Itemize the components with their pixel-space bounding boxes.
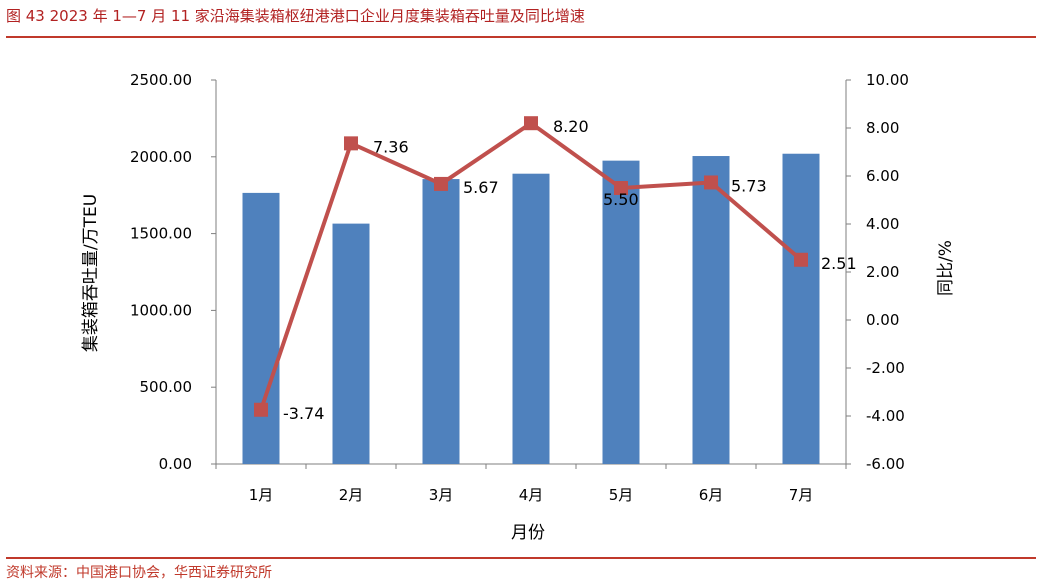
bar [242, 192, 280, 464]
y-right-tick-label: 10.00 [866, 71, 909, 89]
chart: 0.00 500.00 1000.00 1500.00 2000.00 2500.00 -6… [81, 71, 956, 543]
y-right-tick-label: 6.00 [866, 167, 899, 185]
data-label: 5.73 [731, 176, 767, 195]
data-label: 5.50 [603, 190, 639, 209]
line-marker [254, 402, 268, 417]
line-marker [614, 181, 628, 195]
data-label: -3.74 [283, 404, 324, 423]
y-right-tick-label: 4.00 [866, 215, 899, 233]
y-right-tick-label: -6.00 [866, 455, 905, 473]
y-axis-left-title: 集装箱吞吐量/万TEU [81, 194, 101, 352]
chart-axes: 0.00 500.00 1000.00 1500.00 2000.00 2500.00 -6… [130, 71, 909, 504]
data-label: 7.36 [373, 137, 409, 156]
data-label: 8.20 [553, 117, 589, 136]
bar [782, 153, 820, 464]
x-axis-title: 月份 [511, 523, 545, 543]
y-left-tick-label: 2000.00 [130, 148, 192, 166]
bar-series [242, 153, 820, 465]
bar [602, 160, 640, 464]
y-left-tick-label: 1000.00 [130, 301, 192, 319]
x-tick-label: 5月 [609, 486, 634, 504]
x-tick-label: 2月 [339, 486, 364, 504]
y-left-tick-label: 2500.00 [130, 71, 192, 89]
x-tick-label: 4月 [519, 486, 544, 504]
y-axis-right-title: 同比/% [936, 240, 956, 296]
line-marker [434, 176, 448, 191]
data-label: 5.67 [463, 178, 499, 197]
bar [512, 173, 550, 465]
bottom-rule [6, 557, 1036, 559]
data-labels: -3.74 7.36 5.67 8.20 5.50 5.73 2.51 [283, 117, 857, 423]
top-rule [6, 36, 1036, 38]
figure-title: 图 43 2023 年 1—7 月 11 家沿海集装箱枢纽港港口企业月度集装箱吞… [6, 7, 585, 25]
line-series [254, 116, 808, 417]
bar [692, 156, 730, 465]
x-tick-label: 6月 [699, 486, 724, 504]
y-right-tick-label: 2.00 [866, 263, 899, 281]
data-label: 2.51 [821, 254, 857, 273]
y-right-tick-label: 8.00 [866, 119, 899, 137]
y-left-tick-label: 500.00 [140, 378, 193, 396]
line-marker [524, 116, 538, 131]
y-right-tick-label: 0.00 [866, 311, 899, 329]
line-marker [344, 136, 358, 151]
y-left-tick-label: 0.00 [159, 455, 192, 473]
y-left-tick-label: 1500.00 [130, 225, 192, 243]
line-marker [704, 175, 718, 190]
bar [332, 223, 370, 464]
x-tick-label: 7月 [789, 486, 814, 504]
source-note: 资料来源：中国港口协会，华西证券研究所 [6, 565, 272, 581]
x-tick-label: 1月 [249, 486, 274, 504]
line-marker [794, 252, 808, 267]
y-right-tick-label: -2.00 [866, 359, 905, 377]
y-right-tick-label: -4.00 [866, 407, 905, 425]
x-tick-label: 3月 [429, 486, 454, 504]
bar [422, 179, 460, 464]
